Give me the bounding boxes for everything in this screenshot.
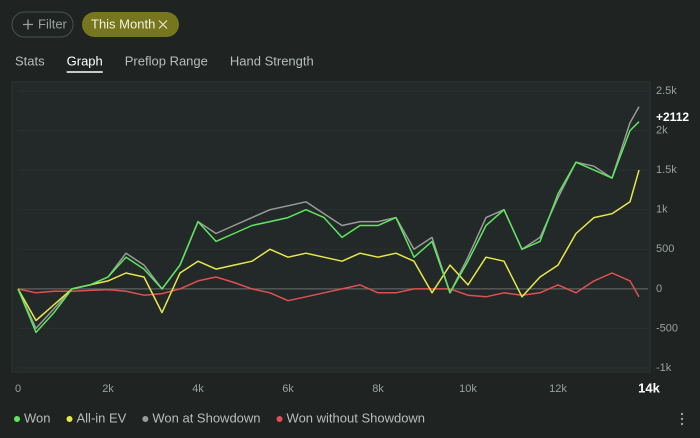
x-tick-label: 10k: [459, 383, 477, 395]
x-tick-label: 4k: [192, 383, 204, 395]
series-line: [17, 272, 640, 302]
y-tick-label: 1k: [656, 204, 668, 216]
legend-dot[interactable]: [14, 416, 20, 422]
chip-label: This Month: [91, 16, 155, 31]
x-tick-label: 8k: [372, 383, 384, 395]
tab[interactable]: Hand Strength: [230, 53, 314, 68]
legend-label[interactable]: All-in EV: [77, 410, 127, 425]
more-dot[interactable]: [680, 412, 684, 416]
y-tick-label: 500: [656, 243, 674, 255]
legend-dot[interactable]: [142, 416, 149, 422]
x-tick-label: 0: [15, 383, 21, 395]
tab[interactable]: Graph: [67, 53, 103, 68]
y-tick-label: 2.5k: [656, 85, 677, 97]
more-dot[interactable]: [680, 422, 684, 426]
y-tick-label: -500: [656, 322, 678, 334]
tab[interactable]: Stats: [15, 53, 45, 68]
legend-dot[interactable]: [276, 416, 283, 422]
legend-dot[interactable]: [66, 416, 73, 422]
y-tick-label: -1k: [656, 362, 672, 374]
legend-label[interactable]: Won at Showdown: [152, 410, 260, 425]
end-label: +2112: [656, 110, 689, 124]
x-tick-label: 14k: [638, 380, 660, 395]
y-tick-label: 1.5k: [656, 164, 677, 176]
x-tick-label: 6k: [282, 383, 294, 395]
series-line: [17, 106, 640, 330]
x-tick-label: 2k: [102, 383, 114, 395]
y-tick-label: 0: [656, 283, 662, 295]
x-tick-label: 12k: [549, 383, 567, 395]
chip-close[interactable]: [158, 20, 168, 29]
series-line: [17, 169, 640, 322]
more-dot[interactable]: [680, 417, 684, 421]
month-chip[interactable]: [82, 12, 179, 37]
legend-label[interactable]: Won without Showdown: [287, 410, 426, 425]
filter-button[interactable]: [11, 11, 74, 38]
y-tick-label: 2k: [656, 124, 668, 136]
legend-label[interactable]: Won: [24, 410, 51, 425]
plus-icon: [23, 19, 33, 30]
tab[interactable]: Preflop Range: [125, 53, 208, 68]
filter-label: Filter: [38, 16, 68, 31]
series-line: [17, 121, 640, 334]
